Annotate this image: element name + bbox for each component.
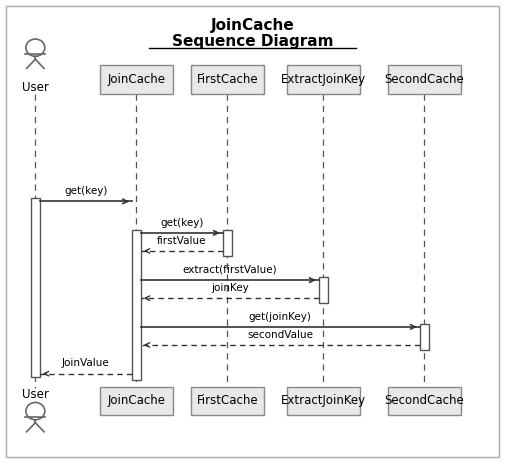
- Text: get(joinKey): get(joinKey): [249, 312, 312, 322]
- Text: FirstCache: FirstCache: [196, 73, 258, 86]
- Text: Sequence Diagram: Sequence Diagram: [172, 34, 333, 49]
- Bar: [287, 65, 360, 94]
- Bar: [31, 198, 40, 377]
- Text: JoinCache: JoinCache: [108, 394, 165, 407]
- Text: JoinCache: JoinCache: [108, 73, 165, 86]
- Text: firstValue: firstValue: [157, 236, 207, 246]
- Text: secondValue: secondValue: [247, 330, 313, 340]
- Bar: [191, 387, 264, 415]
- Bar: [420, 324, 429, 350]
- Text: JoinCache: JoinCache: [211, 19, 294, 33]
- Text: ExtractJoinKey: ExtractJoinKey: [281, 73, 366, 86]
- Text: get(key): get(key): [64, 186, 108, 196]
- Text: User: User: [22, 388, 49, 401]
- Bar: [132, 230, 141, 380]
- Text: extract(firstValue): extract(firstValue): [182, 265, 277, 275]
- Bar: [100, 65, 173, 94]
- Bar: [388, 387, 461, 415]
- Bar: [287, 387, 360, 415]
- Bar: [100, 387, 173, 415]
- Text: FirstCache: FirstCache: [196, 394, 258, 407]
- Text: ExtractJoinKey: ExtractJoinKey: [281, 394, 366, 407]
- Bar: [388, 65, 461, 94]
- Text: joinKey: joinKey: [211, 283, 248, 293]
- Text: User: User: [22, 81, 49, 94]
- Text: SecondCache: SecondCache: [384, 73, 464, 86]
- Bar: [223, 230, 232, 256]
- Bar: [319, 277, 328, 303]
- Bar: [191, 65, 264, 94]
- Text: get(key): get(key): [160, 218, 204, 228]
- Text: JoinValue: JoinValue: [62, 358, 110, 369]
- Text: SecondCache: SecondCache: [384, 394, 464, 407]
